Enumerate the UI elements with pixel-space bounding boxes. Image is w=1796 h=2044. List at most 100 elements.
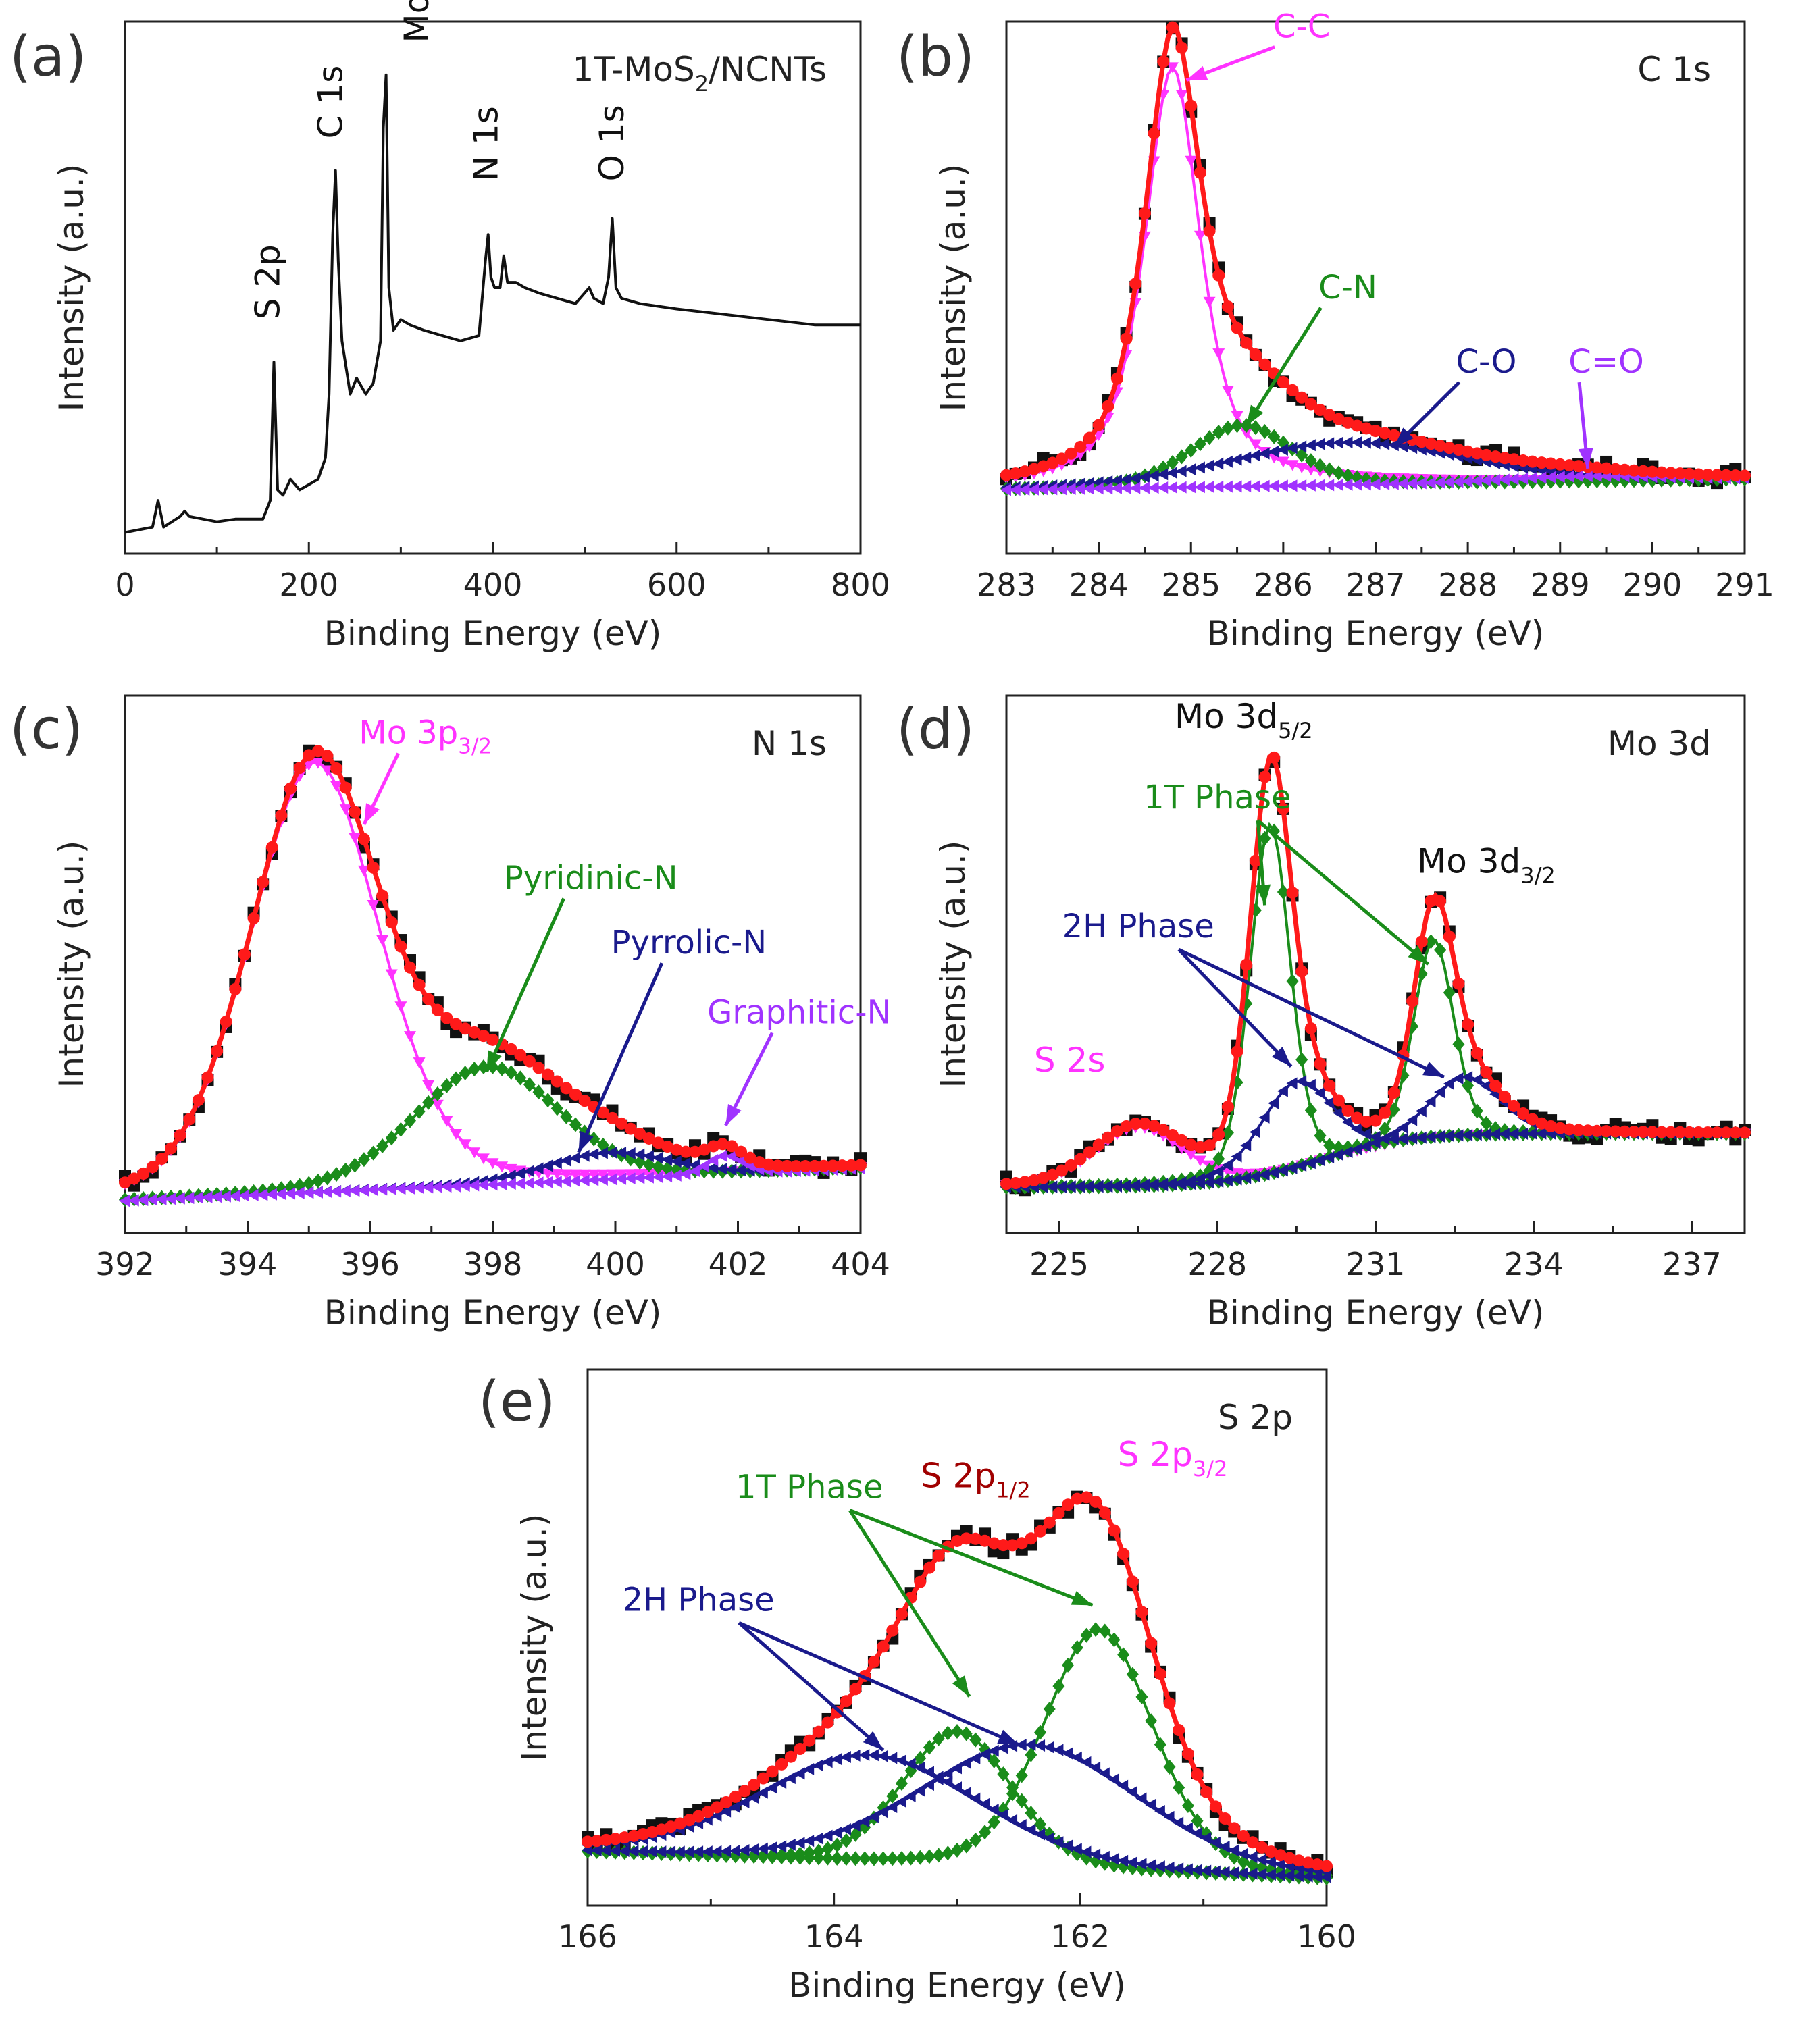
component-point [1452,1129,1464,1142]
envelope-point [578,1095,591,1107]
envelope-point [1600,462,1613,475]
envelope-point [1108,1524,1121,1537]
envelope-point [542,1068,555,1081]
component-point [440,1116,453,1127]
component-point [1508,1128,1519,1141]
component-point [321,1186,332,1199]
envelope-point [119,1176,131,1189]
envelope-point [1126,1575,1139,1588]
component-point [775,1777,787,1789]
component-point [1055,483,1067,496]
component-point [1256,1854,1267,1866]
x-axis-label: Binding Energy (eV) [324,614,662,653]
envelope-point [192,1094,205,1107]
component-point [1295,1159,1307,1172]
envelope-point [790,1160,802,1173]
corner-label: Mo 3d [1608,724,1711,763]
component-point [155,1193,167,1205]
envelope-point [1379,1106,1391,1119]
component-point [1071,1751,1082,1764]
envelope-point [642,1132,655,1145]
component-point [1015,1768,1028,1783]
component-point [303,760,315,771]
annotation-arrow [1245,307,1323,427]
component-point [596,1174,608,1186]
component-point [821,1841,834,1856]
component-point [514,1070,527,1086]
panel-e: 166 164 162 160 Binding Energy (eV) Intensity… [478,1368,1356,2005]
component-point [914,1784,925,1797]
envelope-point [128,1172,140,1185]
envelope-point [1314,404,1327,417]
component-point [588,1169,600,1180]
component-point [1323,462,1336,477]
component-point [1462,1128,1473,1141]
component-point [1286,479,1298,492]
component-point [422,1095,435,1110]
component-point [394,1122,407,1137]
component-point [831,1850,844,1866]
peak-label: Mo 3d5/2 [1175,697,1313,743]
component-point [1052,1744,1064,1756]
envelope-point [1720,1126,1733,1139]
envelope-point [1295,391,1308,404]
envelope-point [596,1106,609,1119]
component-point [1274,1868,1285,1881]
component-point [183,1192,195,1205]
component-point [394,1001,407,1013]
component-point [766,1781,777,1794]
envelope-point [1203,225,1216,238]
envelope-point [1129,278,1142,290]
component-point [729,1844,740,1857]
component-point [1173,1780,1185,1796]
component-point [1314,1086,1325,1099]
envelope-point [1231,1045,1243,1058]
envelope-point [1249,348,1262,361]
component-point [1098,1623,1111,1639]
component-point [1489,474,1501,487]
component-point [624,1172,636,1185]
component-point [394,1182,406,1195]
component-point [1314,1128,1327,1143]
component-point [1019,483,1030,496]
envelope-point [174,1129,186,1142]
envelope-point [688,1145,701,1158]
envelope-point [523,1055,536,1068]
component-point [1397,440,1408,453]
envelope-point [1166,21,1179,34]
component-point [1480,1116,1493,1131]
component-point [542,1168,555,1180]
envelope-point [1674,1126,1687,1138]
component-point [1415,1105,1427,1118]
envelope-point [1406,995,1419,1007]
component-point [1062,1747,1073,1760]
envelope-point [756,1772,769,1785]
component-point [1154,1737,1166,1752]
component-point [821,1850,834,1866]
peak-label: S 2s [1034,1041,1106,1080]
component-point [707,1161,719,1174]
component-point [1295,440,1307,453]
component-point [1249,420,1262,436]
annotation-label: 1T Phase [1144,779,1291,816]
envelope-point [1341,1104,1354,1117]
component-point [1166,467,1177,479]
component-point [1194,461,1205,474]
envelope-point [220,1015,232,1028]
component-point [1462,1071,1473,1084]
envelope-point [1646,465,1659,478]
envelope-point [1221,1101,1234,1113]
envelope-point [1554,1122,1566,1134]
component-point [1166,1178,1177,1191]
component-point [1074,482,1085,495]
component-point [1218,1866,1230,1879]
envelope-point [1609,1125,1622,1138]
component-point [468,1147,481,1159]
component-point [803,1763,815,1776]
annotation-label: Pyridinic-N [504,860,678,897]
component-point [1231,411,1243,422]
component-point [1508,473,1519,486]
component-point [951,1781,962,1794]
envelope-point [683,1814,696,1827]
component-point [1302,1870,1313,1883]
